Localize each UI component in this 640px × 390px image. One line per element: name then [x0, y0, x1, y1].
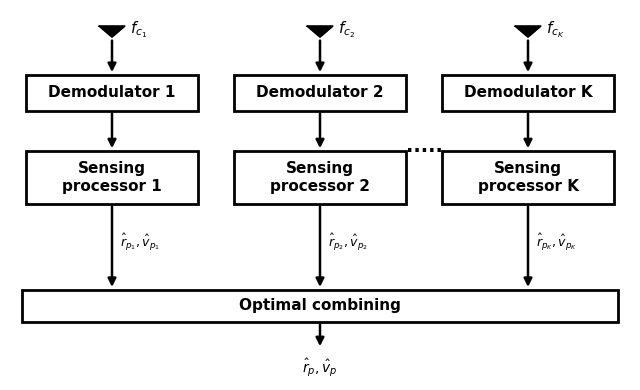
Bar: [442, 75, 614, 111]
Bar: [22, 290, 618, 322]
Text: Sensing
processor 2: Sensing processor 2: [270, 161, 370, 194]
Bar: [234, 75, 406, 111]
Text: .....: .....: [406, 137, 443, 156]
Text: $\hat{r}_{p_2}, \hat{v}_{p_2}$: $\hat{r}_{p_2}, \hat{v}_{p_2}$: [328, 232, 368, 253]
Text: Sensing
processor 1: Sensing processor 1: [62, 161, 162, 194]
Polygon shape: [307, 26, 333, 37]
Text: $\hat{r}_{p_K}, \hat{v}_{p_K}$: $\hat{r}_{p_K}, \hat{v}_{p_K}$: [536, 232, 577, 253]
Text: $f_{c_2}$: $f_{c_2}$: [338, 19, 355, 39]
Text: $\hat{r}_{p_1}, \hat{v}_{p_1}$: $\hat{r}_{p_1}, \hat{v}_{p_1}$: [120, 232, 160, 253]
Bar: [234, 151, 406, 204]
Bar: [442, 151, 614, 204]
Text: Demodulator 1: Demodulator 1: [48, 85, 176, 100]
Bar: [26, 75, 198, 111]
Text: Optimal combining: Optimal combining: [239, 298, 401, 313]
Text: Sensing
processor K: Sensing processor K: [477, 161, 579, 194]
Text: Demodulator K: Demodulator K: [464, 85, 592, 100]
Polygon shape: [99, 26, 125, 37]
Text: $f_{c_1}$: $f_{c_1}$: [130, 19, 147, 39]
Text: $f_{c_K}$: $f_{c_K}$: [546, 19, 564, 39]
Bar: [26, 151, 198, 204]
Text: Demodulator 2: Demodulator 2: [256, 85, 384, 100]
Polygon shape: [515, 26, 541, 37]
Text: $\hat{r}_p, \hat{v}_p$: $\hat{r}_p, \hat{v}_p$: [302, 357, 338, 379]
